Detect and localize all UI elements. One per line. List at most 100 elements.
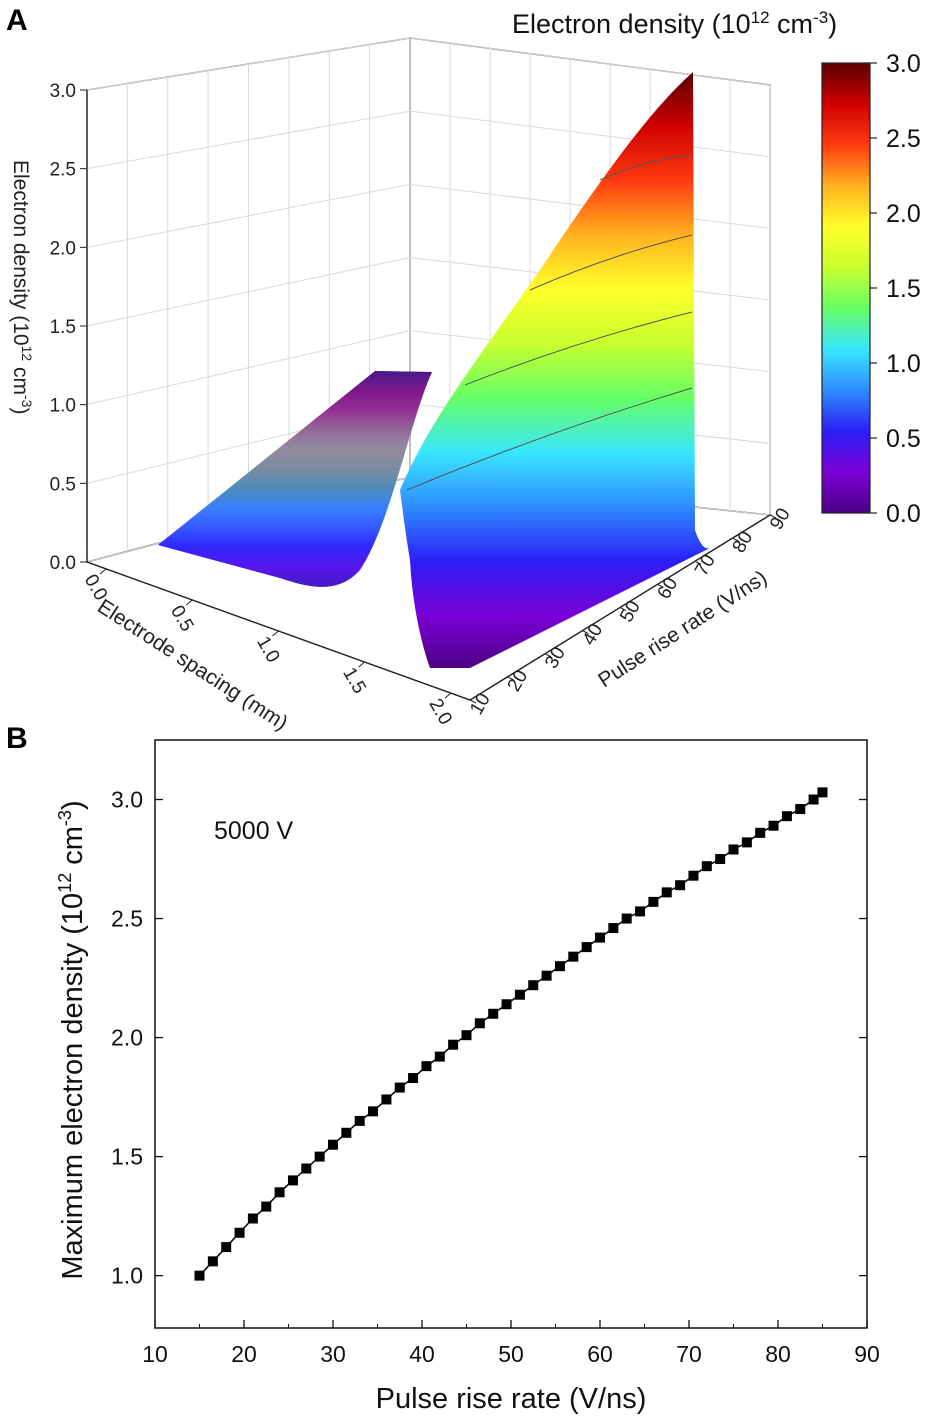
data-point (541, 970, 552, 981)
surface-low-plateau-shade (158, 371, 432, 587)
x-tick-label: 70 (676, 1341, 702, 1367)
surface-contour-line (529, 234, 693, 291)
x-tick-label: 60 (587, 1341, 613, 1367)
x-tick-label: 20 (231, 1341, 257, 1367)
data-point (581, 942, 592, 953)
data-point (314, 1151, 325, 1162)
x-tick-mark (444, 692, 452, 699)
colorbar-tick-label: 2.5 (886, 125, 921, 153)
surface-contour-line (406, 387, 693, 491)
panel-b-series-line (198, 791, 823, 1277)
y-tick-mark (469, 699, 477, 704)
data-point (261, 1201, 272, 1212)
data-point (434, 1051, 445, 1062)
data-point (635, 906, 646, 917)
z-tick-label: 3.0 (50, 81, 76, 102)
y-tick-label: 60 (654, 574, 683, 603)
z-axis-ticks: 3.0 2.5 2.0 1.5 1.0 0.5 0.0 (50, 81, 88, 574)
data-point (608, 923, 619, 934)
y-tick-label: 1.5 (111, 1144, 143, 1170)
z-tick-label: 2.5 (50, 160, 76, 181)
data-point (688, 870, 699, 881)
z-gridline (409, 110, 771, 158)
panel-a-surface (158, 72, 710, 668)
panel-b-y-axis-title: Maximum electron density (1012 cm-3) (55, 800, 89, 1279)
x-tick-mark (99, 568, 107, 575)
surface-peak-sheet (400, 72, 710, 668)
x-tick-label: 2.0 (425, 695, 456, 728)
data-point (715, 854, 726, 865)
surface-contour-line (599, 154, 693, 181)
data-point (741, 837, 752, 848)
series-line (198, 791, 823, 1277)
data-point (621, 913, 632, 924)
data-point (795, 804, 806, 815)
y-tick-mark (732, 537, 739, 542)
data-point (808, 794, 819, 805)
z-axis-title: Electron density (1012 cm-3) (9, 160, 35, 414)
data-point (207, 1256, 218, 1267)
data-point (661, 887, 672, 898)
colorbar: 3.0 2.5 2.0 1.5 1.0 0.5 0.0 Electron density (… (512, 8, 921, 528)
data-point (514, 989, 525, 1000)
y-tick-label: 10 (466, 690, 495, 719)
data-point (368, 1106, 379, 1117)
x-axis-ticks: 0.00.51.01.52.0 (80, 561, 471, 728)
y-tick-mark (769, 514, 777, 519)
y-tick-mark (619, 607, 627, 611)
x-tick-label: 10 (142, 1341, 168, 1367)
data-point (675, 880, 686, 891)
z-tick-label: 2.0 (50, 238, 76, 259)
y-tick-mark (694, 560, 702, 565)
x-tick-label: 90 (854, 1341, 880, 1367)
data-point (755, 827, 766, 838)
y-tick-label: 1.0 (111, 1263, 143, 1289)
x-tick-label: 30 (320, 1341, 346, 1367)
x-tick-label: 1.0 (252, 633, 283, 666)
colorbar-tick-label: 2.0 (886, 200, 921, 228)
data-point (194, 1270, 205, 1281)
data-point (728, 844, 739, 855)
data-point (274, 1187, 285, 1198)
panel-b-ticks: 10 20 30 40 50 60 70 80 90 1.0 1.5 2.0 2.5 3.0 (111, 787, 880, 1367)
data-point (408, 1073, 419, 1084)
colorbar-ticks: 3.0 2.5 2.0 1.5 1.0 0.5 0.0 (870, 50, 921, 528)
data-point (301, 1163, 312, 1174)
y-tick-label: 80 (729, 528, 758, 557)
data-point (817, 787, 828, 798)
data-point (247, 1213, 258, 1224)
data-point (768, 820, 779, 831)
data-point (595, 932, 605, 943)
data-point (528, 980, 539, 991)
z-tick-label: 0.5 (50, 474, 76, 495)
data-point (554, 961, 565, 972)
y-tick-mark (544, 653, 552, 658)
y-tick-mark (582, 630, 589, 635)
data-point (328, 1139, 338, 1150)
colorbar-tick-label: 0.5 (886, 425, 921, 453)
data-point (488, 1008, 499, 1019)
z-tick-label: 1.5 (50, 317, 76, 338)
x-tick-mark (358, 661, 365, 668)
colorbar-bar (821, 62, 871, 514)
panel-b-x-axis-title: Pulse rise rate (V/ns) (376, 1383, 647, 1415)
data-point (287, 1175, 298, 1186)
y-tick-label: 30 (541, 643, 570, 672)
x-tick-label: 50 (498, 1341, 524, 1367)
data-point (648, 896, 659, 907)
data-point (448, 1039, 459, 1050)
surface-contour-line (464, 311, 693, 386)
data-point (341, 1127, 352, 1138)
data-point (234, 1227, 245, 1238)
y-tick-label: 3.0 (111, 787, 143, 813)
colorbar-title: Electron density (1012 cm-3) (512, 8, 837, 39)
y-tick-mark (507, 676, 514, 681)
y-tick-label: 2.5 (111, 906, 143, 932)
panel-a-label: A (6, 4, 28, 37)
x-tick-mark (272, 630, 279, 637)
data-point (381, 1094, 392, 1105)
x-tick-label: 1.5 (338, 664, 369, 697)
z-tick-label: 0.0 (50, 553, 76, 574)
data-point (221, 1242, 232, 1253)
